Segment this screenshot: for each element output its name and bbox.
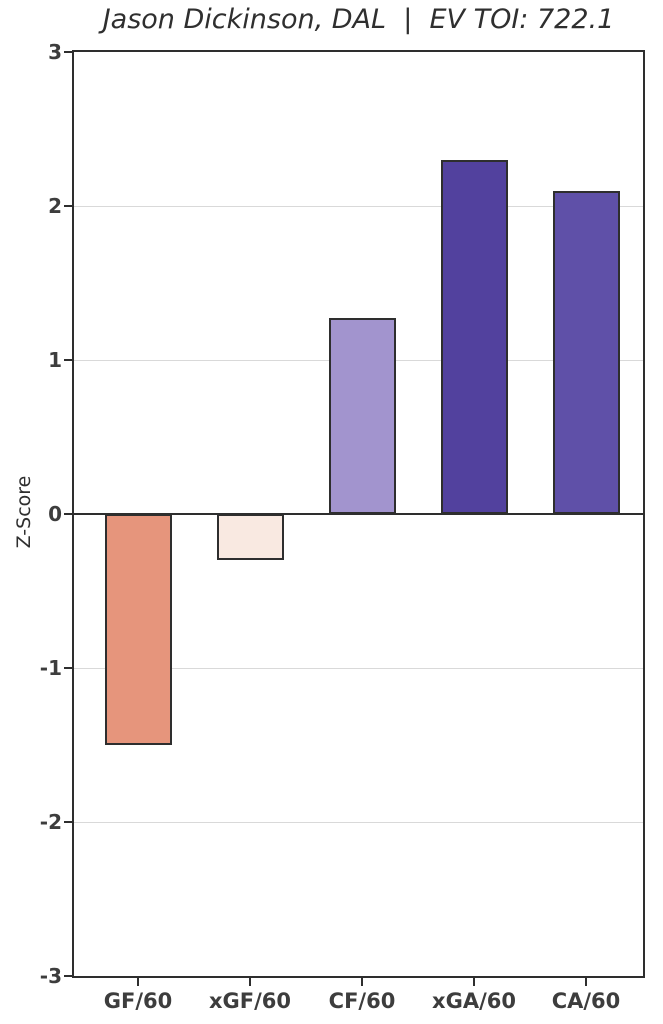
x-tick-mark-xga-60 [473, 978, 475, 986]
y-tick-mark--1 [64, 667, 72, 669]
y-tick-mark-3 [64, 51, 72, 53]
bar-xga-60 [440, 159, 508, 514]
x-tick-label-xga-60: xGA/60 [432, 989, 516, 1013]
x-tick-label-gf-60: GF/60 [103, 989, 173, 1013]
plot-area [72, 50, 645, 978]
y-tick-label--1: -1 [39, 656, 62, 680]
y-tick-label--3: -3 [39, 964, 62, 988]
y-tick-label-0: 0 [48, 502, 62, 526]
zero-line [74, 513, 643, 515]
gridline-y--1 [74, 668, 643, 669]
gridline-y--2 [74, 822, 643, 823]
y-tick-label-2: 2 [48, 194, 62, 218]
y-tick-label--2: -2 [39, 810, 62, 834]
chart-title: Jason Dickinson, DAL | EV TOI: 722.1 [102, 4, 615, 35]
y-tick-mark-1 [64, 359, 72, 361]
x-tick-label-ca-60: CA/60 [551, 989, 621, 1013]
y-tick-mark-0 [64, 513, 72, 515]
x-tick-label-xgf-60: xGF/60 [208, 989, 292, 1013]
bar-xgf-60 [216, 514, 284, 561]
y-tick-mark-2 [64, 205, 72, 207]
x-tick-label-cf-60: CF/60 [328, 989, 396, 1013]
bar-ca-60 [552, 190, 620, 514]
x-tick-mark-gf-60 [137, 978, 139, 986]
y-tick-mark--3 [64, 975, 72, 977]
x-tick-mark-cf-60 [361, 978, 363, 986]
gridline-y-2 [74, 206, 643, 207]
bar-cf-60 [328, 318, 396, 514]
x-tick-mark-ca-60 [585, 978, 587, 986]
y-tick-label-1: 1 [48, 348, 62, 372]
x-tick-mark-xgf-60 [249, 978, 251, 986]
bar-gf-60 [104, 514, 172, 745]
y-tick-mark--2 [64, 821, 72, 823]
y-tick-label-3: 3 [48, 40, 62, 64]
